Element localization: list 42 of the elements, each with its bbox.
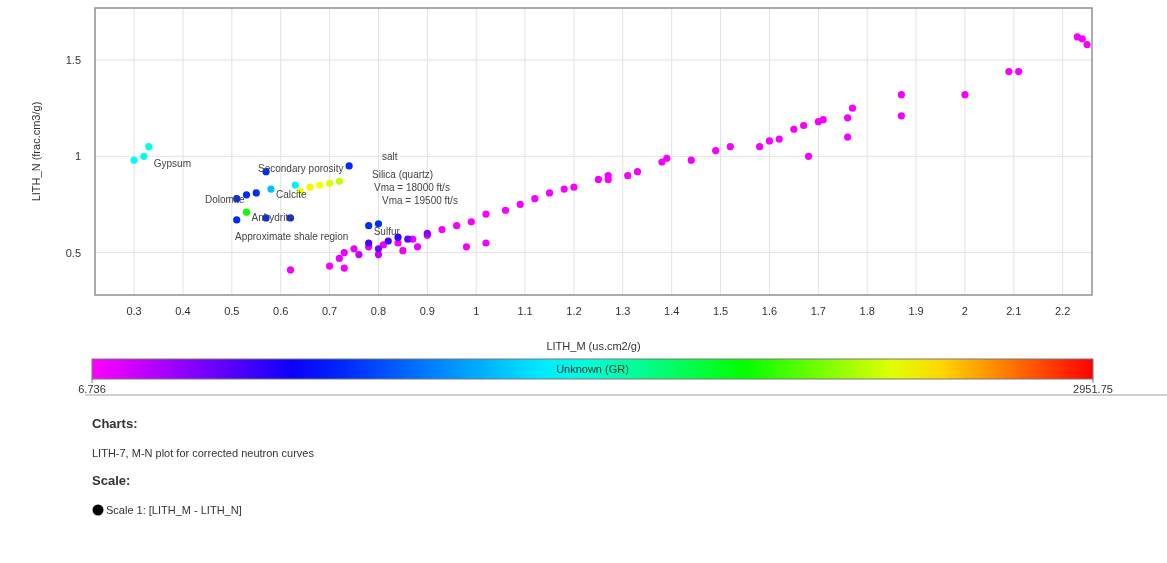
annotation: Calcite xyxy=(275,189,307,201)
x-tick-label: 1.8 xyxy=(859,305,875,317)
annotation: Dolomite xyxy=(205,194,245,205)
x-axis-title: LITH_M (us.cm2/g) xyxy=(546,340,641,352)
annotation: salt xyxy=(382,151,398,162)
x-tick-label: 0.5 xyxy=(224,305,240,317)
annotation: Sulfur xyxy=(373,225,401,237)
x-tick-label: 2 xyxy=(961,305,968,317)
y-tick-label: 0.5 xyxy=(65,246,81,259)
x-tick-label: 1.1 xyxy=(517,305,533,317)
x-tick-label: 1.2 xyxy=(566,305,582,317)
annotation: Gypsum xyxy=(153,158,191,170)
x-tick-label: 1.6 xyxy=(761,305,778,317)
color-bar-label: 2951.75 xyxy=(1073,383,1113,395)
x-tick-label: 0.8 xyxy=(370,305,387,317)
x-tick-label: 1.7 xyxy=(810,305,826,317)
text: Charts: xyxy=(92,416,138,431)
annotation: Secondary porosity xyxy=(258,163,344,174)
annotation: Vma = 18000 ft/s xyxy=(374,182,450,193)
text: Scale 1: [LITH_M - LITH_N] xyxy=(106,504,242,516)
annotation: Approximate shale region xyxy=(235,231,349,242)
x-tick-label: 2.2 xyxy=(1055,305,1071,317)
x-tick-label: 1.5 xyxy=(712,305,729,317)
x-tick-label: 1.3 xyxy=(615,305,631,317)
x-tick-label: 1.4 xyxy=(664,305,680,317)
color-bar-label: 6.736 xyxy=(78,383,106,395)
color-bar-title: Unknown (GR) xyxy=(556,363,629,375)
x-tick-label: 0.7 xyxy=(321,305,338,317)
x-tick-label: 1.9 xyxy=(908,305,924,317)
x-tick-label: 0.3 xyxy=(126,305,142,317)
annotation: Vma = 19500 ft/s xyxy=(382,195,458,206)
text: LITH-7, M-N plot for corrected neutron curves xyxy=(92,447,315,459)
y-axis-title: LITH_N (frac.cm3/g) xyxy=(30,101,42,202)
y-tick-label: 1.5 xyxy=(65,54,81,67)
x-tick-label: 2.1 xyxy=(1006,305,1022,317)
text: Scale: xyxy=(92,473,131,488)
x-tick-label: 0.4 xyxy=(175,305,191,317)
x-tick-label: 1 xyxy=(473,305,480,317)
x-tick-label: 0.9 xyxy=(419,305,435,317)
annotation: Silica (quartz) xyxy=(372,169,434,180)
x-tick-label: 0.6 xyxy=(273,305,289,317)
y-tick-label: 1 xyxy=(74,150,81,163)
